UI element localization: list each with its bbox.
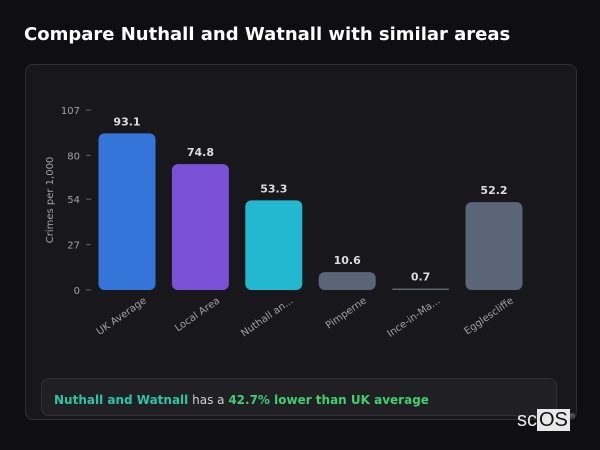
- x-tick-label: Pimperne: [324, 295, 369, 331]
- summary-text: Nuthall and Watnall has a 42.7% lower th…: [41, 378, 557, 416]
- x-tick-label: Local Area: [173, 295, 222, 334]
- data-label: 74.8: [187, 146, 214, 159]
- data-label: 53.3: [260, 182, 287, 195]
- bar-4: [392, 288, 450, 290]
- data-label: 0.7: [411, 271, 431, 284]
- y-tick-label: 80: [67, 151, 80, 162]
- data-label: 93.1: [113, 115, 140, 128]
- logo-text-a: sc: [517, 409, 537, 431]
- data-label: 10.6: [334, 254, 361, 267]
- page-title: Compare Nuthall and Watnall with similar…: [24, 24, 511, 45]
- scos-logo: sc OS ®: [517, 409, 575, 432]
- bar-3: [318, 272, 376, 290]
- x-tick-label: Egglescliffe: [463, 295, 516, 337]
- y-tick-label: 54: [67, 195, 80, 206]
- x-tick-label: Ince-in-Ma...: [386, 295, 443, 339]
- bar-0: [98, 133, 156, 290]
- summary-stat: 42.7% lower than UK average: [228, 393, 429, 407]
- bar-1: [171, 164, 229, 290]
- x-tick-label: Nuthall an...: [239, 295, 295, 339]
- logo-mark: ®: [569, 413, 576, 421]
- data-label: 52.2: [480, 184, 507, 197]
- x-tick-label: UK Average: [95, 295, 149, 337]
- y-tick-label: 27: [67, 241, 80, 252]
- summary-middle: has a: [188, 393, 229, 407]
- bar-5: [465, 202, 523, 290]
- summary-area: Nuthall and Watnall: [54, 393, 189, 407]
- logo-text-b: OS: [537, 409, 570, 431]
- y-tick-label: 0: [74, 286, 80, 297]
- bar-2: [245, 200, 303, 290]
- y-axis-label: Crimes per 1,000: [45, 157, 56, 244]
- y-tick-label: 107: [61, 106, 80, 117]
